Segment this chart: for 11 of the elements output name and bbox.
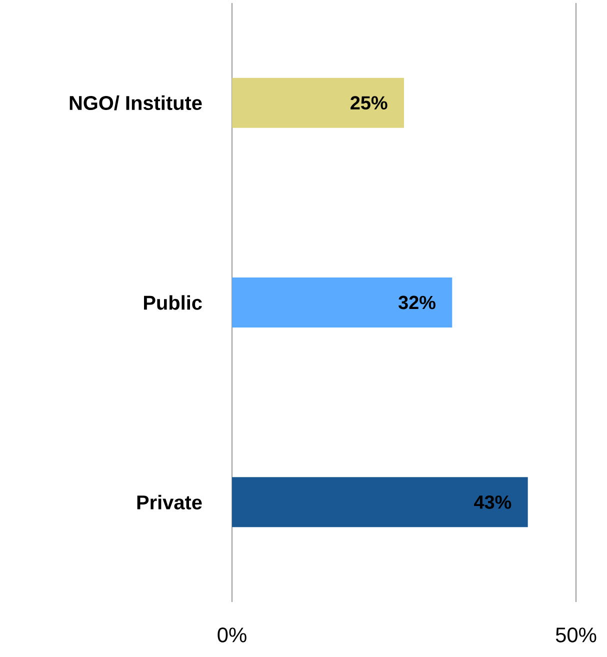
data-label: 43% bbox=[474, 495, 512, 509]
x-tick-label: 50% bbox=[556, 628, 596, 642]
bar bbox=[232, 477, 528, 528]
x-tick-label: 0% bbox=[218, 628, 246, 642]
y-tick-label: NGO/ Institute bbox=[70, 95, 202, 110]
y-tick-label: Public bbox=[144, 295, 202, 310]
data-label: 25% bbox=[350, 96, 388, 110]
bar bbox=[232, 78, 404, 128]
data-label: 32% bbox=[398, 296, 436, 310]
y-tick-label: Private bbox=[137, 494, 202, 510]
bar bbox=[232, 278, 452, 328]
